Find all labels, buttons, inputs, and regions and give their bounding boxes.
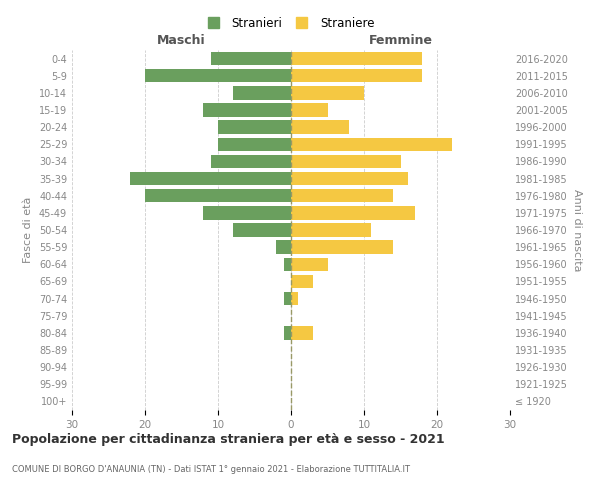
Bar bbox=[291, 274, 313, 288]
Bar bbox=[145, 69, 291, 82]
Bar bbox=[291, 104, 328, 117]
Bar bbox=[233, 86, 291, 100]
Text: Maschi: Maschi bbox=[157, 34, 206, 46]
Bar bbox=[291, 206, 415, 220]
Bar bbox=[211, 154, 291, 168]
Bar bbox=[291, 69, 422, 82]
Bar bbox=[291, 172, 408, 186]
Bar bbox=[203, 104, 291, 117]
Bar bbox=[145, 189, 291, 202]
Bar bbox=[291, 240, 393, 254]
Bar bbox=[130, 172, 291, 186]
Bar bbox=[203, 206, 291, 220]
Bar bbox=[233, 224, 291, 236]
Bar bbox=[291, 189, 393, 202]
Bar bbox=[211, 52, 291, 66]
Bar bbox=[277, 240, 291, 254]
Y-axis label: Fasce di età: Fasce di età bbox=[23, 197, 33, 263]
Bar bbox=[291, 138, 452, 151]
Bar bbox=[218, 120, 291, 134]
Bar bbox=[284, 292, 291, 306]
Bar bbox=[291, 52, 422, 66]
Bar bbox=[291, 154, 401, 168]
Legend: Stranieri, Straniere: Stranieri, Straniere bbox=[208, 16, 374, 30]
Bar bbox=[291, 224, 371, 236]
Bar bbox=[291, 120, 349, 134]
Y-axis label: Anni di nascita: Anni di nascita bbox=[572, 188, 581, 271]
Bar bbox=[291, 258, 328, 271]
Bar bbox=[291, 292, 298, 306]
Bar bbox=[291, 326, 313, 340]
Text: Popolazione per cittadinanza straniera per età e sesso - 2021: Popolazione per cittadinanza straniera p… bbox=[12, 432, 445, 446]
Bar bbox=[291, 86, 364, 100]
Text: Femmine: Femmine bbox=[368, 34, 433, 46]
Bar bbox=[284, 258, 291, 271]
Bar bbox=[284, 326, 291, 340]
Bar bbox=[218, 138, 291, 151]
Text: COMUNE DI BORGO D'ANAUNIA (TN) - Dati ISTAT 1° gennaio 2021 - Elaborazione TUTTI: COMUNE DI BORGO D'ANAUNIA (TN) - Dati IS… bbox=[12, 465, 410, 474]
